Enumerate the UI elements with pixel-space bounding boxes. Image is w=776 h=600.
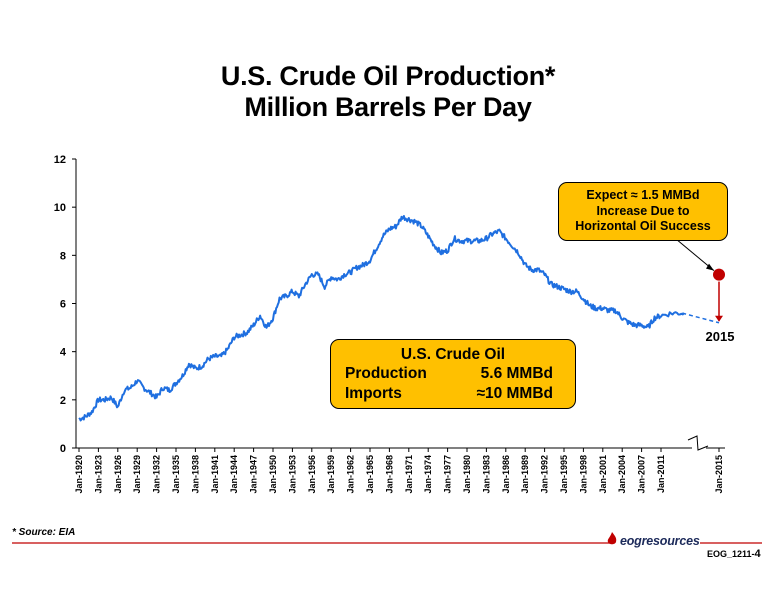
callout-pointer-head xyxy=(706,263,714,271)
x-tick-label: Jan-1950 xyxy=(268,455,278,494)
y-tick-label: 8 xyxy=(60,250,66,262)
x-tick-label: Jan-2007 xyxy=(637,455,647,494)
x-tick-label: Jan-1965 xyxy=(365,455,375,494)
x-tick-label: Jan-1920 xyxy=(74,455,84,494)
imports-value: ≈10 MMBd xyxy=(476,385,553,402)
year-2015-label: 2015 xyxy=(706,329,735,344)
y-tick-label: 12 xyxy=(54,154,66,166)
x-tick-label: Jan-1923 xyxy=(93,455,103,494)
x-tick-label: Jan-1971 xyxy=(404,455,414,494)
x-tick-label: Jan-1944 xyxy=(229,455,239,494)
production-value: 5.6 MMBd xyxy=(480,365,553,382)
x-tick-label: Jan-1962 xyxy=(346,455,356,494)
tick-labels: 0 2 4 6 8 10 12 Jan-1920 Jan-1923 Jan-1926 Jan-192… xyxy=(54,154,724,494)
slide-page-number: 4 xyxy=(754,548,761,560)
x-tick-label: Jan-1986 xyxy=(501,455,511,494)
x-tick-label: Jan-1932 xyxy=(152,455,162,494)
expected-production-point xyxy=(713,268,725,281)
crude-oil-info-box: U.S. Crude Oil Production 5.6 MMBd Impor… xyxy=(330,339,576,409)
x-tick-label: Jan-1941 xyxy=(210,455,220,494)
expectation-callout: Expect ≈ 1.5 MMBd Increase Due to Horizo… xyxy=(558,182,728,241)
x-tick-label: Jan-2001 xyxy=(598,455,608,494)
chart-title-line1: U.S. Crude Oil Production* xyxy=(220,61,556,91)
imports-label: Imports xyxy=(345,385,402,402)
x-tick-label: Jan-2011 xyxy=(656,455,666,493)
x-tick-label: Jan-1995 xyxy=(559,455,569,494)
x-tick-label: Jan-1980 xyxy=(462,455,472,494)
increase-arrow-head xyxy=(715,315,723,322)
y-tick-label: 4 xyxy=(60,347,67,359)
x-tick-label: Jan-2004 xyxy=(617,455,627,494)
x-tick-label: Jan-1974 xyxy=(423,455,433,494)
x-tick-label: Jan-2015 xyxy=(714,455,724,494)
x-tick-label: Jan-1968 xyxy=(384,455,394,494)
y-tick-label: 2 xyxy=(60,395,66,407)
x-tick-label: Jan-1947 xyxy=(249,455,259,494)
y-tick-label: 10 xyxy=(54,202,66,214)
y-tick-label: 6 xyxy=(60,299,66,311)
x-tick-label: Jan-1935 xyxy=(171,455,181,494)
chart-title-line2: Million Barrels Per Day xyxy=(244,92,532,122)
callout-line3: Horizontal Oil Success xyxy=(575,219,711,233)
x-tick-label: Jan-1959 xyxy=(326,455,336,494)
production-series-line xyxy=(78,215,685,422)
x-tick-label: Jan-1977 xyxy=(443,455,453,494)
callout-pointer-line xyxy=(675,238,715,271)
x-tick-label: Jan-1929 xyxy=(132,455,142,494)
callout-line1: Expect ≈ 1.5 MMBd xyxy=(586,188,700,202)
source-note: * Source: EIA xyxy=(12,527,76,538)
chart-axes xyxy=(72,158,725,452)
x-tick-label: Jan-1938 xyxy=(190,455,200,494)
slide-code-prefix: EOG_1211- xyxy=(707,549,755,559)
y-tick-label: 0 xyxy=(60,443,66,455)
slide-code: EOG_1211-4 xyxy=(707,548,761,560)
logo-text: eogresources xyxy=(620,534,700,548)
x-tick-label: Jan-1998 xyxy=(578,455,588,494)
production-label: Production xyxy=(345,365,427,382)
x-tick-label: Jan-1983 xyxy=(481,455,491,494)
series-group xyxy=(78,215,720,422)
x-tick-label: Jan-1926 xyxy=(113,455,123,494)
flame-icon xyxy=(607,532,617,545)
infobox-header: U.S. Crude Oil xyxy=(400,346,506,363)
projection-line xyxy=(682,312,720,324)
axis-break-mark xyxy=(687,435,709,451)
company-logo: eogresources xyxy=(604,531,700,548)
annotations: 2015 xyxy=(12,238,762,544)
x-tick-label: Jan-1956 xyxy=(307,455,317,494)
x-tick-label: Jan-1953 xyxy=(287,455,297,494)
callout-line2: Increase Due to xyxy=(596,203,690,218)
x-tick-label: Jan-1989 xyxy=(520,455,530,494)
x-tick-label: Jan-1992 xyxy=(540,455,550,494)
